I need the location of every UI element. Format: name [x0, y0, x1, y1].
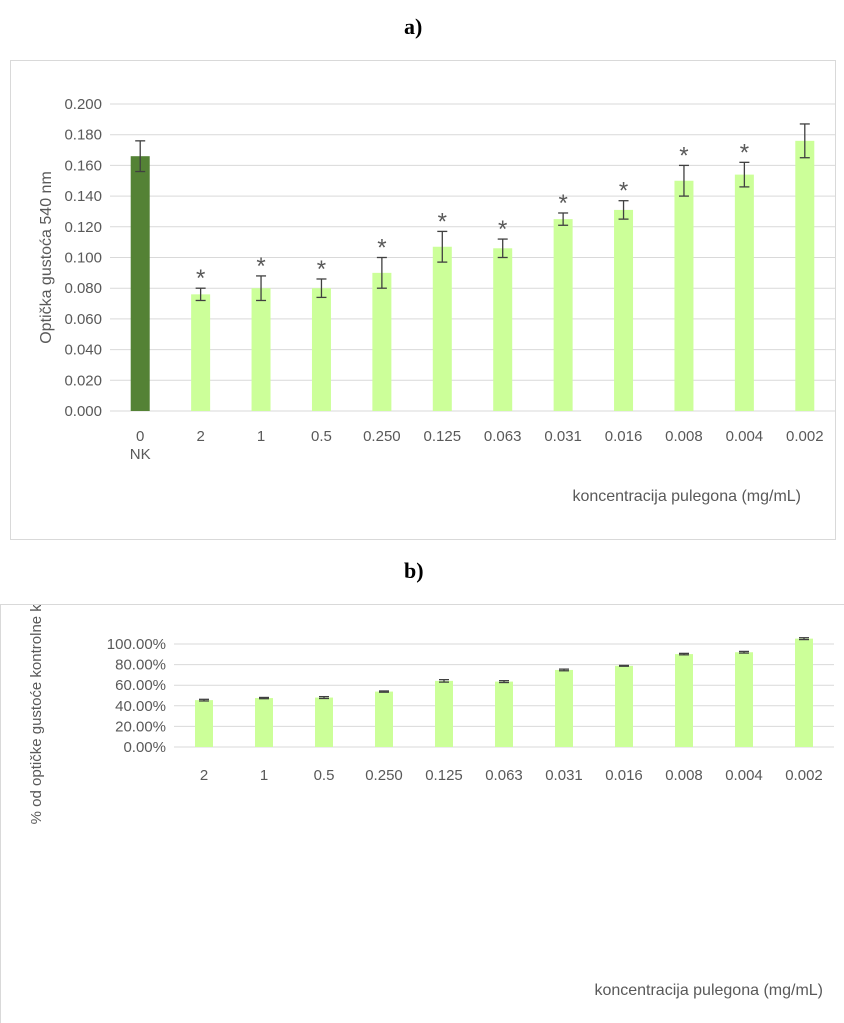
chart-a-y-axis-label: Optička gustoća 540 nm — [38, 171, 55, 344]
chart-b-svg: 0.00% 20.00% 40.00% 60.00% 80.00% 100.00% 2 1 0.… — [28, 605, 834, 999]
chart-a-x-tick-label: 1 — [257, 428, 265, 445]
chart-a-bar — [130, 156, 150, 411]
chart-b-bar — [435, 680, 453, 747]
chart-b-y-tick-label: 100.00% — [107, 636, 166, 653]
chart-b-y-tick-label: 0.00% — [123, 739, 166, 756]
chart-a-x-axis-label: koncentracija pulegona (mg/mL) — [572, 488, 801, 505]
chart-a-significance-marker: * — [740, 139, 749, 166]
chart-a-x-tick-label: 0.004 — [726, 428, 764, 445]
chart-a-bar — [432, 246, 452, 411]
chart-b-y-tick-label: 80.00% — [115, 657, 166, 674]
chart-a-bar — [795, 140, 815, 411]
chart-b-x-tick-label: 2 — [200, 767, 208, 784]
chart-b-y-tick-label: 40.00% — [115, 698, 166, 715]
chart-a-bar — [734, 174, 754, 411]
chart-a-x-tick-label: 0.125 — [424, 428, 462, 445]
chart-a-x-tick-label: 0 — [136, 428, 144, 445]
chart-a-x-tick-label: 0.016 — [605, 428, 643, 445]
chart-b-bar — [675, 654, 693, 747]
chart-a-significance-marker: * — [438, 208, 447, 235]
chart-a-significance-marker: * — [256, 253, 265, 280]
chart-a-x-tick-label: 0.008 — [665, 428, 703, 445]
chart-a-bar — [493, 248, 513, 411]
chart-a-significance-marker: * — [317, 256, 326, 283]
chart-b-bar — [375, 691, 393, 747]
chart-a-x-tick-sublabel: NK — [130, 446, 151, 463]
chart-a-y-tick-label: 0.200 — [64, 96, 102, 113]
chart-a-frame: 0.000 0.020 0.040 0.060 0.080 0.100 0.120 0.140… — [10, 60, 836, 540]
chart-b-frame: 0.00% 20.00% 40.00% 60.00% 80.00% 100.00% 2 1 0.… — [0, 604, 844, 1023]
chart-b-bar — [735, 652, 753, 747]
chart-a-x-tick-label: 0.031 — [544, 428, 582, 445]
chart-b-x-tick-label: 0.031 — [545, 767, 583, 784]
chart-b-bar — [795, 638, 813, 747]
chart-b-bar — [495, 681, 513, 747]
chart-a-bar — [372, 272, 392, 411]
chart-a-y-tick-label: 0.140 — [64, 188, 102, 205]
chart-a-x-tick-label: 0.063 — [484, 428, 522, 445]
chart-b-x-tick-label: 0.063 — [485, 767, 523, 784]
chart-a-significance-marker: * — [498, 216, 507, 243]
chart-a-bar — [614, 209, 634, 411]
chart-a-significance-marker: * — [377, 235, 386, 262]
chart-a-x-tick-label: 2 — [196, 428, 204, 445]
chart-b-bar — [555, 669, 573, 747]
chart-a-y-tick-label: 0.080 — [64, 280, 102, 297]
chart-a-y-tick-label: 0.100 — [64, 250, 102, 267]
chart-b-y-tick-label: 60.00% — [115, 677, 166, 694]
chart-a-y-tick-label: 0.040 — [64, 342, 102, 359]
chart-b-x-tick-label: 0.250 — [365, 767, 403, 784]
chart-a-x-tick-label: 0.5 — [311, 428, 332, 445]
chart-b-y-tick-label: 20.00% — [115, 718, 166, 735]
chart-b-x-tick-label: 0.008 — [665, 767, 703, 784]
panel-b-label: b) — [404, 558, 424, 583]
chart-b-bar — [315, 697, 333, 747]
chart-a-bar — [251, 288, 271, 411]
chart-a-y-tick-label: 0.060 — [64, 311, 102, 328]
chart-b-x-axis-label: koncentracija pulegona (mg/mL) — [594, 982, 823, 999]
chart-b-x-tick-label: 0.002 — [785, 767, 823, 784]
panel-a-label: a) — [404, 14, 423, 39]
chart-b-x-tick-label: 0.125 — [425, 767, 463, 784]
chart-a-significance-marker: * — [558, 190, 567, 217]
chart-b-y-axis-label: % od optičke gustoće kontrolne kulture — [28, 605, 45, 824]
chart-b-bar — [255, 698, 273, 747]
chart-a-bar — [311, 288, 331, 411]
chart-a-svg: 0.000 0.020 0.040 0.060 0.080 0.100 0.120 0.140… — [38, 96, 835, 505]
chart-a-x-tick-label: 0.250 — [363, 428, 401, 445]
chart-a-y-tick-label: 0.020 — [64, 372, 102, 389]
chart-a-significance-marker: * — [196, 265, 205, 292]
chart-a-bar — [674, 180, 694, 411]
chart-b-bar — [195, 700, 213, 747]
chart-a-significance-marker: * — [679, 142, 688, 169]
chart-a-y-tick-label: 0.000 — [64, 403, 102, 420]
chart-b-x-tick-label: 0.004 — [725, 767, 763, 784]
chart-a-significance-marker: * — [619, 178, 628, 205]
chart-a-x-tick-label: 0.002 — [786, 428, 824, 445]
chart-a-y-tick-label: 0.180 — [64, 127, 102, 144]
chart-a-bar — [191, 294, 211, 411]
chart-a-y-tick-label: 0.160 — [64, 157, 102, 174]
chart-a-bar — [553, 219, 573, 411]
chart-a-y-tick-label: 0.120 — [64, 219, 102, 236]
chart-b-x-tick-label: 0.016 — [605, 767, 643, 784]
chart-b-bar — [615, 665, 633, 747]
chart-b-x-tick-label: 1 — [260, 767, 268, 784]
chart-b-x-tick-label: 0.5 — [314, 767, 335, 784]
